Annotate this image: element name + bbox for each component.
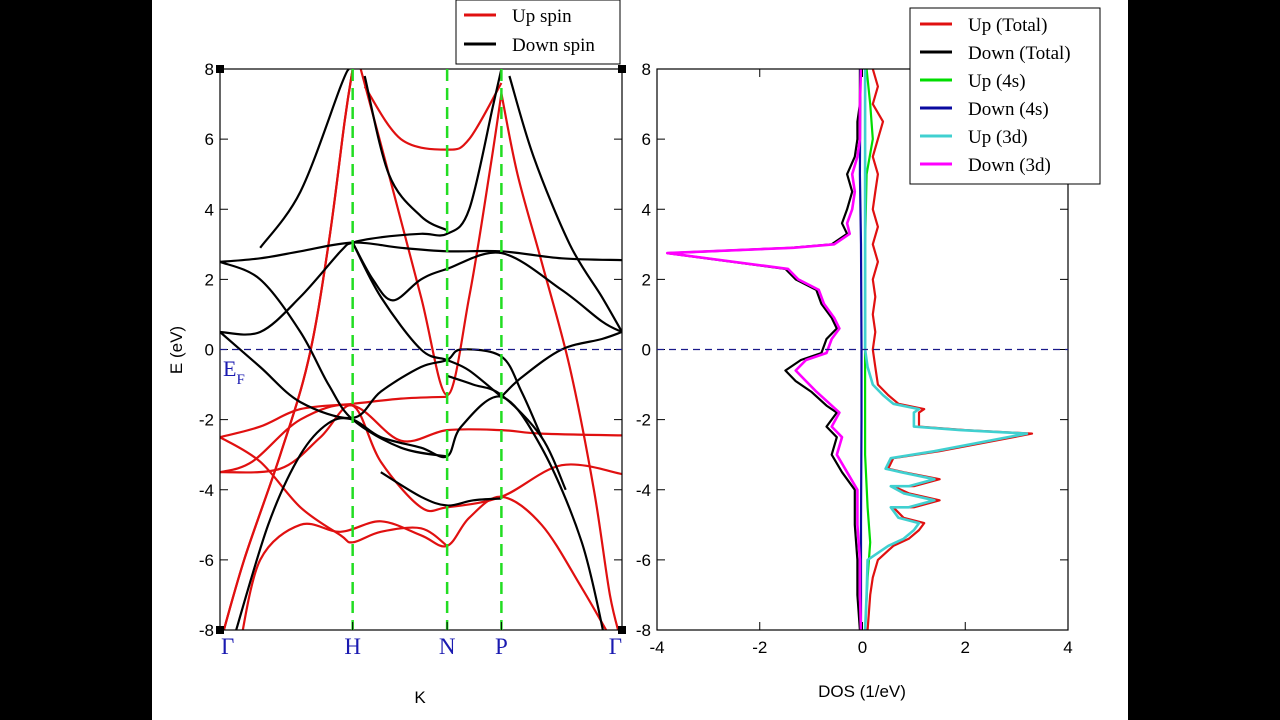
- up-spin-band-1: [222, 69, 354, 630]
- down-spin-band-4: [351, 242, 622, 333]
- up-spin-band-7: [220, 436, 448, 547]
- band-ytick-label: 0: [205, 341, 214, 360]
- dos-legend-label: Down (3d): [968, 155, 1051, 176]
- up-spin-band-6: [220, 403, 622, 474]
- corner-marker: [216, 65, 224, 73]
- band-ytick-label: 6: [205, 130, 214, 149]
- dos-x-axis-title: DOS (1/eV): [818, 682, 906, 701]
- down-spin-band-7: [220, 331, 543, 438]
- dos-panel: -8 -6 -4 -2 0 2 4 6 8 -4 -2 0 2 4 DOS (1/eV) Up (Tot…: [636, 7, 1101, 701]
- band-legend-label-down: Down spin: [512, 35, 595, 56]
- band-ytick-label: -6: [199, 551, 214, 570]
- down-spin-band-8: [259, 69, 350, 249]
- band-ytick-label: -4: [199, 481, 214, 500]
- k-point-label: N: [439, 634, 456, 659]
- dos-legend-label: Down (4s): [968, 99, 1049, 120]
- dos-ytick-label: -6: [636, 551, 651, 570]
- band-legend: Up spin Down spin: [455, 0, 621, 65]
- k-point-label: P: [495, 634, 508, 659]
- dos-legend-label: Up (4s): [968, 71, 1026, 92]
- k-point-label: Γ: [609, 634, 622, 659]
- down-spin-band-1: [220, 260, 448, 458]
- up-spin-band-4: [500, 93, 620, 630]
- up-spin-band-9: [241, 495, 608, 630]
- dos-ytick-label: -2: [636, 411, 651, 430]
- down-spin-band-3: [220, 241, 622, 263]
- dos-ytick-label: 2: [642, 270, 651, 289]
- down-spin-band-9: [363, 75, 448, 232]
- band-structure-panel: -8 -6 -4 -2 0 2 4 6 8 EF Γ H N P Γ K E (eV) Up spin …: [167, 0, 626, 707]
- dos-ytick-label: 4: [642, 200, 651, 219]
- fermi-level-label: EF: [223, 356, 245, 388]
- band-legend-label-up: Up spin: [512, 6, 572, 27]
- corner-marker: [618, 65, 626, 73]
- down-spin-band-2: [220, 69, 503, 336]
- dos-down-3d-curve: [665, 69, 863, 630]
- dos-ytick-label: -8: [636, 621, 651, 640]
- dos-ytick-label: 8: [642, 60, 651, 79]
- corner-marker: [618, 626, 626, 634]
- dos-ytick-label: -4: [636, 481, 651, 500]
- up-spin-band-3: [363, 82, 503, 151]
- band-legend-box: [455, 0, 621, 65]
- up-spin-band-0: [222, 69, 354, 630]
- dos-down-total-curve: [666, 69, 862, 630]
- dos-xtick-label: 2: [961, 638, 970, 657]
- down-spin-band-5: [351, 242, 503, 398]
- dos-legend-label: Up (Total): [968, 15, 1047, 36]
- band-y-axis-title: E (eV): [167, 326, 186, 374]
- down-spin-band-0: [235, 395, 604, 630]
- dos-legend: Up (Total) Down (Total) Up (4s) Down (4s) Up…: [909, 7, 1101, 185]
- down-spin-band-12: [380, 471, 502, 507]
- band-ytick-label: 8: [205, 60, 214, 79]
- band-ytick-label: -2: [199, 411, 214, 430]
- dos-xtick-label: 0: [858, 638, 867, 657]
- band-ytick-label: -8: [199, 621, 214, 640]
- band-x-axis-title: K: [414, 688, 426, 707]
- band-ytick-label: 4: [205, 200, 214, 219]
- dos-up-3d-curve: [863, 69, 1029, 630]
- dos-legend-box: [909, 7, 1101, 185]
- corner-marker: [216, 626, 224, 634]
- down-spin-band-10: [508, 75, 622, 333]
- k-point-label: H: [344, 634, 361, 659]
- dos-ytick-label: 0: [642, 341, 651, 360]
- dos-xtick-label: -2: [752, 638, 767, 657]
- figure-canvas: -8 -6 -4 -2 0 2 4 6 8 EF Γ H N P Γ K E (eV) Up spin …: [152, 0, 1128, 720]
- up-spin-band-2: [359, 69, 503, 397]
- k-point-label: Γ: [221, 634, 234, 659]
- band-ytick-label: 2: [205, 270, 214, 289]
- figure-svg: -8 -6 -4 -2 0 2 4 6 8 EF Γ H N P Γ K E (eV) Up spin …: [167, 0, 1101, 707]
- dos-xtick-label: -4: [649, 638, 664, 657]
- up-spin-band-5: [220, 395, 448, 439]
- dos-legend-label: Up (3d): [968, 127, 1028, 148]
- dos-ytick-label: 6: [642, 130, 651, 149]
- dos-xtick-label: 4: [1063, 638, 1072, 657]
- up-spin-band-8: [220, 404, 622, 513]
- dos-legend-label: Down (Total): [968, 43, 1071, 64]
